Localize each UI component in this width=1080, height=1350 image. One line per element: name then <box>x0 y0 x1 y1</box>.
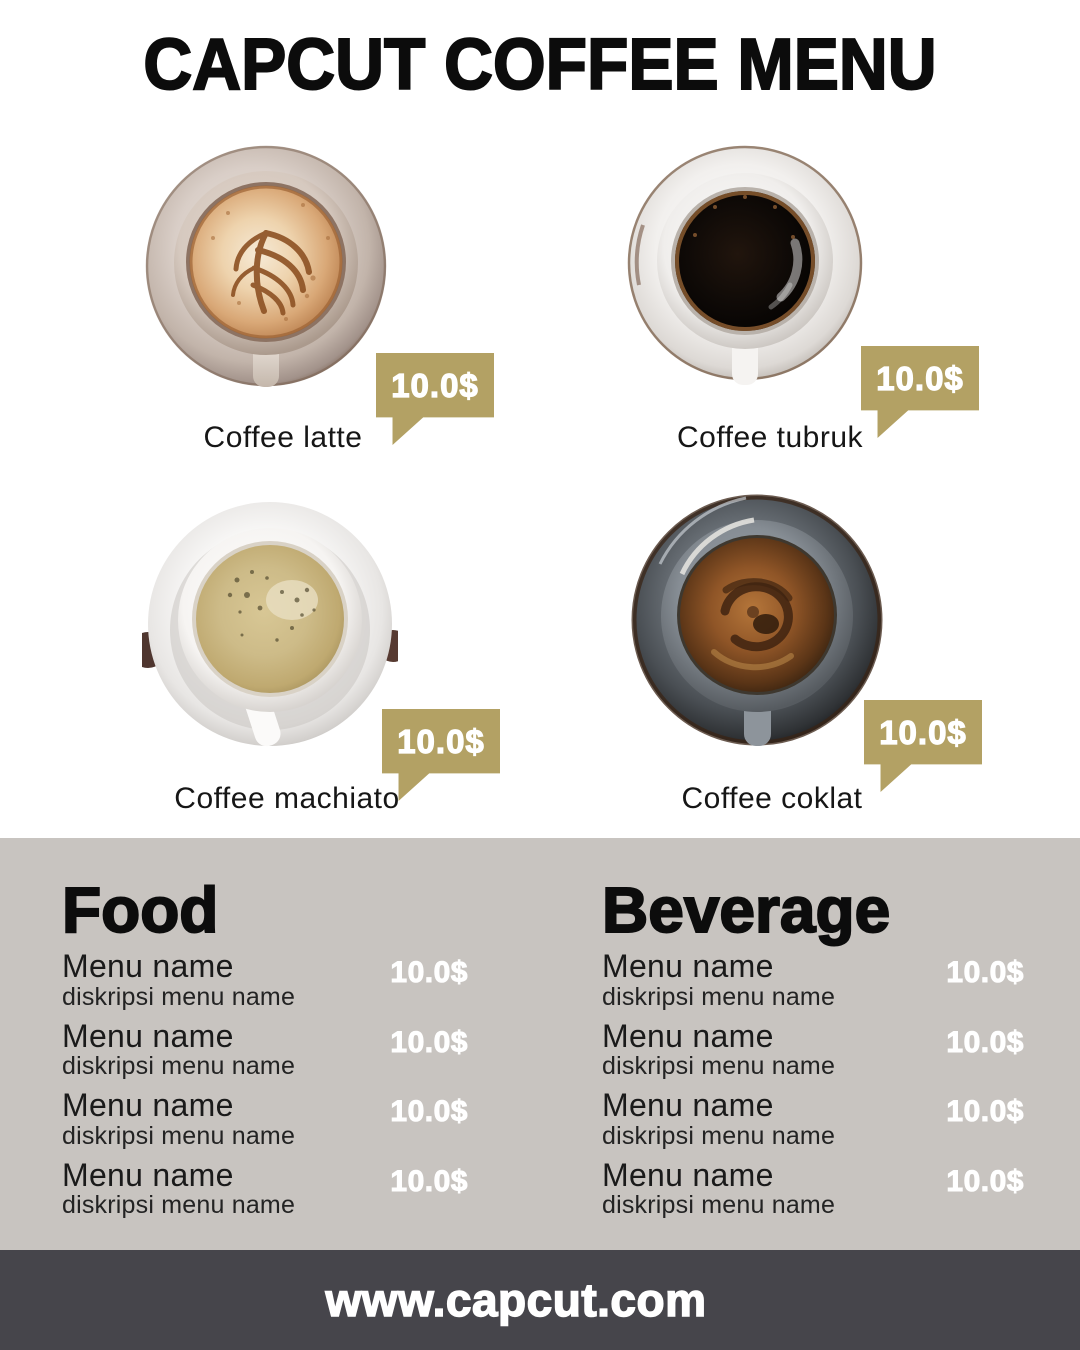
product-name-coklat: Coffee coklat <box>681 782 863 815</box>
menu-item-price: 10.0$ <box>390 1095 468 1129</box>
product-name-machiato: Coffee machiato <box>174 782 400 815</box>
menu-item-name: Menu name <box>602 1017 774 1054</box>
menu-item-description: diskripsi menu name <box>602 1191 836 1220</box>
menu-item-description: diskripsi menu name <box>602 1052 836 1081</box>
menu-item-name: Menu name <box>62 1017 234 1054</box>
menu-item: Menu name diskripsi menu name 10.0$ <box>62 1088 468 1149</box>
menu-panel: Food Menu name diskripsi menu name 10.0$… <box>0 838 1080 1250</box>
coffee-coklat-image <box>626 494 888 761</box>
price-label: 10.0$ <box>397 722 485 760</box>
menu-item: Menu name diskripsi menu name 10.0$ <box>62 949 468 1010</box>
menu-item-description: diskripsi menu name <box>62 1052 296 1081</box>
price-tag-machiato: 10.0$ <box>382 709 500 801</box>
section-heading-beverage: Beverage <box>601 874 891 946</box>
product-name-tubruk: Coffee tubruk <box>676 421 864 454</box>
price-tag-latte: 10.0$ <box>376 353 494 445</box>
coffee-machiato-image <box>130 500 409 761</box>
menu-item-price: 10.0$ <box>946 1164 1024 1198</box>
footer-bar: www.capcut.com <box>0 1250 1080 1350</box>
menu-item-text: Menu name diskripsi menu name <box>602 1158 946 1219</box>
menu-item: Menu name diskripsi menu name 10.0$ <box>602 1158 1024 1219</box>
section-food: Food Menu name diskripsi menu name 10.0$… <box>61 874 468 1227</box>
menu-item-description: diskripsi menu name <box>62 1191 296 1220</box>
menu-item-text: Menu name diskripsi menu name <box>62 1158 390 1219</box>
menu-item-price: 10.0$ <box>946 956 1024 990</box>
dark-cup-chocolate-coffee-icon <box>631 494 883 746</box>
menu-item-name: Menu name <box>62 1156 234 1193</box>
menu-item-text: Menu name diskripsi menu name <box>602 1088 946 1149</box>
poster-title: CAPCUT COFFEE MENU <box>142 24 937 106</box>
beverage-items-list: Menu name diskripsi menu name 10.0$ Menu… <box>602 949 1024 1218</box>
coffee-tubruk-image <box>625 145 865 390</box>
menu-item-name: Menu name <box>62 948 234 985</box>
food-items-list: Menu name diskripsi menu name 10.0$ Menu… <box>62 949 468 1218</box>
menu-item-text: Menu name diskripsi menu name <box>62 1019 390 1080</box>
macchiato-cup-icon <box>130 502 409 747</box>
menu-item: Menu name diskripsi menu name 10.0$ <box>602 1019 1024 1080</box>
menu-item-price: 10.0$ <box>390 1164 468 1198</box>
latte-cup-icon <box>145 145 387 387</box>
menu-item-price: 10.0$ <box>946 1095 1024 1129</box>
menu-item-name: Menu name <box>602 1156 774 1193</box>
section-heading-food: Food <box>61 874 219 946</box>
menu-item: Menu name diskripsi menu name 10.0$ <box>62 1019 468 1080</box>
menu-item-description: diskripsi menu name <box>62 1121 296 1150</box>
menu-item-name: Menu name <box>602 1087 774 1124</box>
section-beverage: Beverage Menu name diskripsi menu name 1… <box>601 874 1024 1227</box>
menu-item-text: Menu name diskripsi menu name <box>602 1019 946 1080</box>
menu-item-text: Menu name diskripsi menu name <box>62 1088 390 1149</box>
menu-item-description: diskripsi menu name <box>62 982 296 1011</box>
menu-item: Menu name diskripsi menu name 10.0$ <box>62 1158 468 1219</box>
menu-item-description: diskripsi menu name <box>602 982 836 1011</box>
menu-item-price: 10.0$ <box>946 1025 1024 1059</box>
menu-item: Menu name diskripsi menu name 10.0$ <box>602 949 1024 1010</box>
menu-item-description: diskripsi menu name <box>602 1121 836 1150</box>
menu-item-price: 10.0$ <box>390 956 468 990</box>
coffee-latte-image <box>143 143 389 394</box>
menu-item: Menu name diskripsi menu name 10.0$ <box>602 1088 1024 1149</box>
menu-item-price: 10.0$ <box>390 1025 468 1059</box>
menu-item-name: Menu name <box>602 948 774 985</box>
price-tag-coklat: 10.0$ <box>864 700 982 792</box>
price-label: 10.0$ <box>876 359 964 397</box>
price-tag-tubruk: 10.0$ <box>861 346 979 438</box>
product-name-latte: Coffee latte <box>203 421 363 454</box>
menu-item-text: Menu name diskripsi menu name <box>62 949 390 1010</box>
black-coffee-cup-icon <box>627 145 863 385</box>
menu-item-text: Menu name diskripsi menu name <box>602 949 946 1010</box>
price-label: 10.0$ <box>879 713 967 751</box>
footer-url: www.capcut.com <box>325 1273 707 1327</box>
price-label: 10.0$ <box>391 366 479 404</box>
menu-item-name: Menu name <box>62 1087 234 1124</box>
